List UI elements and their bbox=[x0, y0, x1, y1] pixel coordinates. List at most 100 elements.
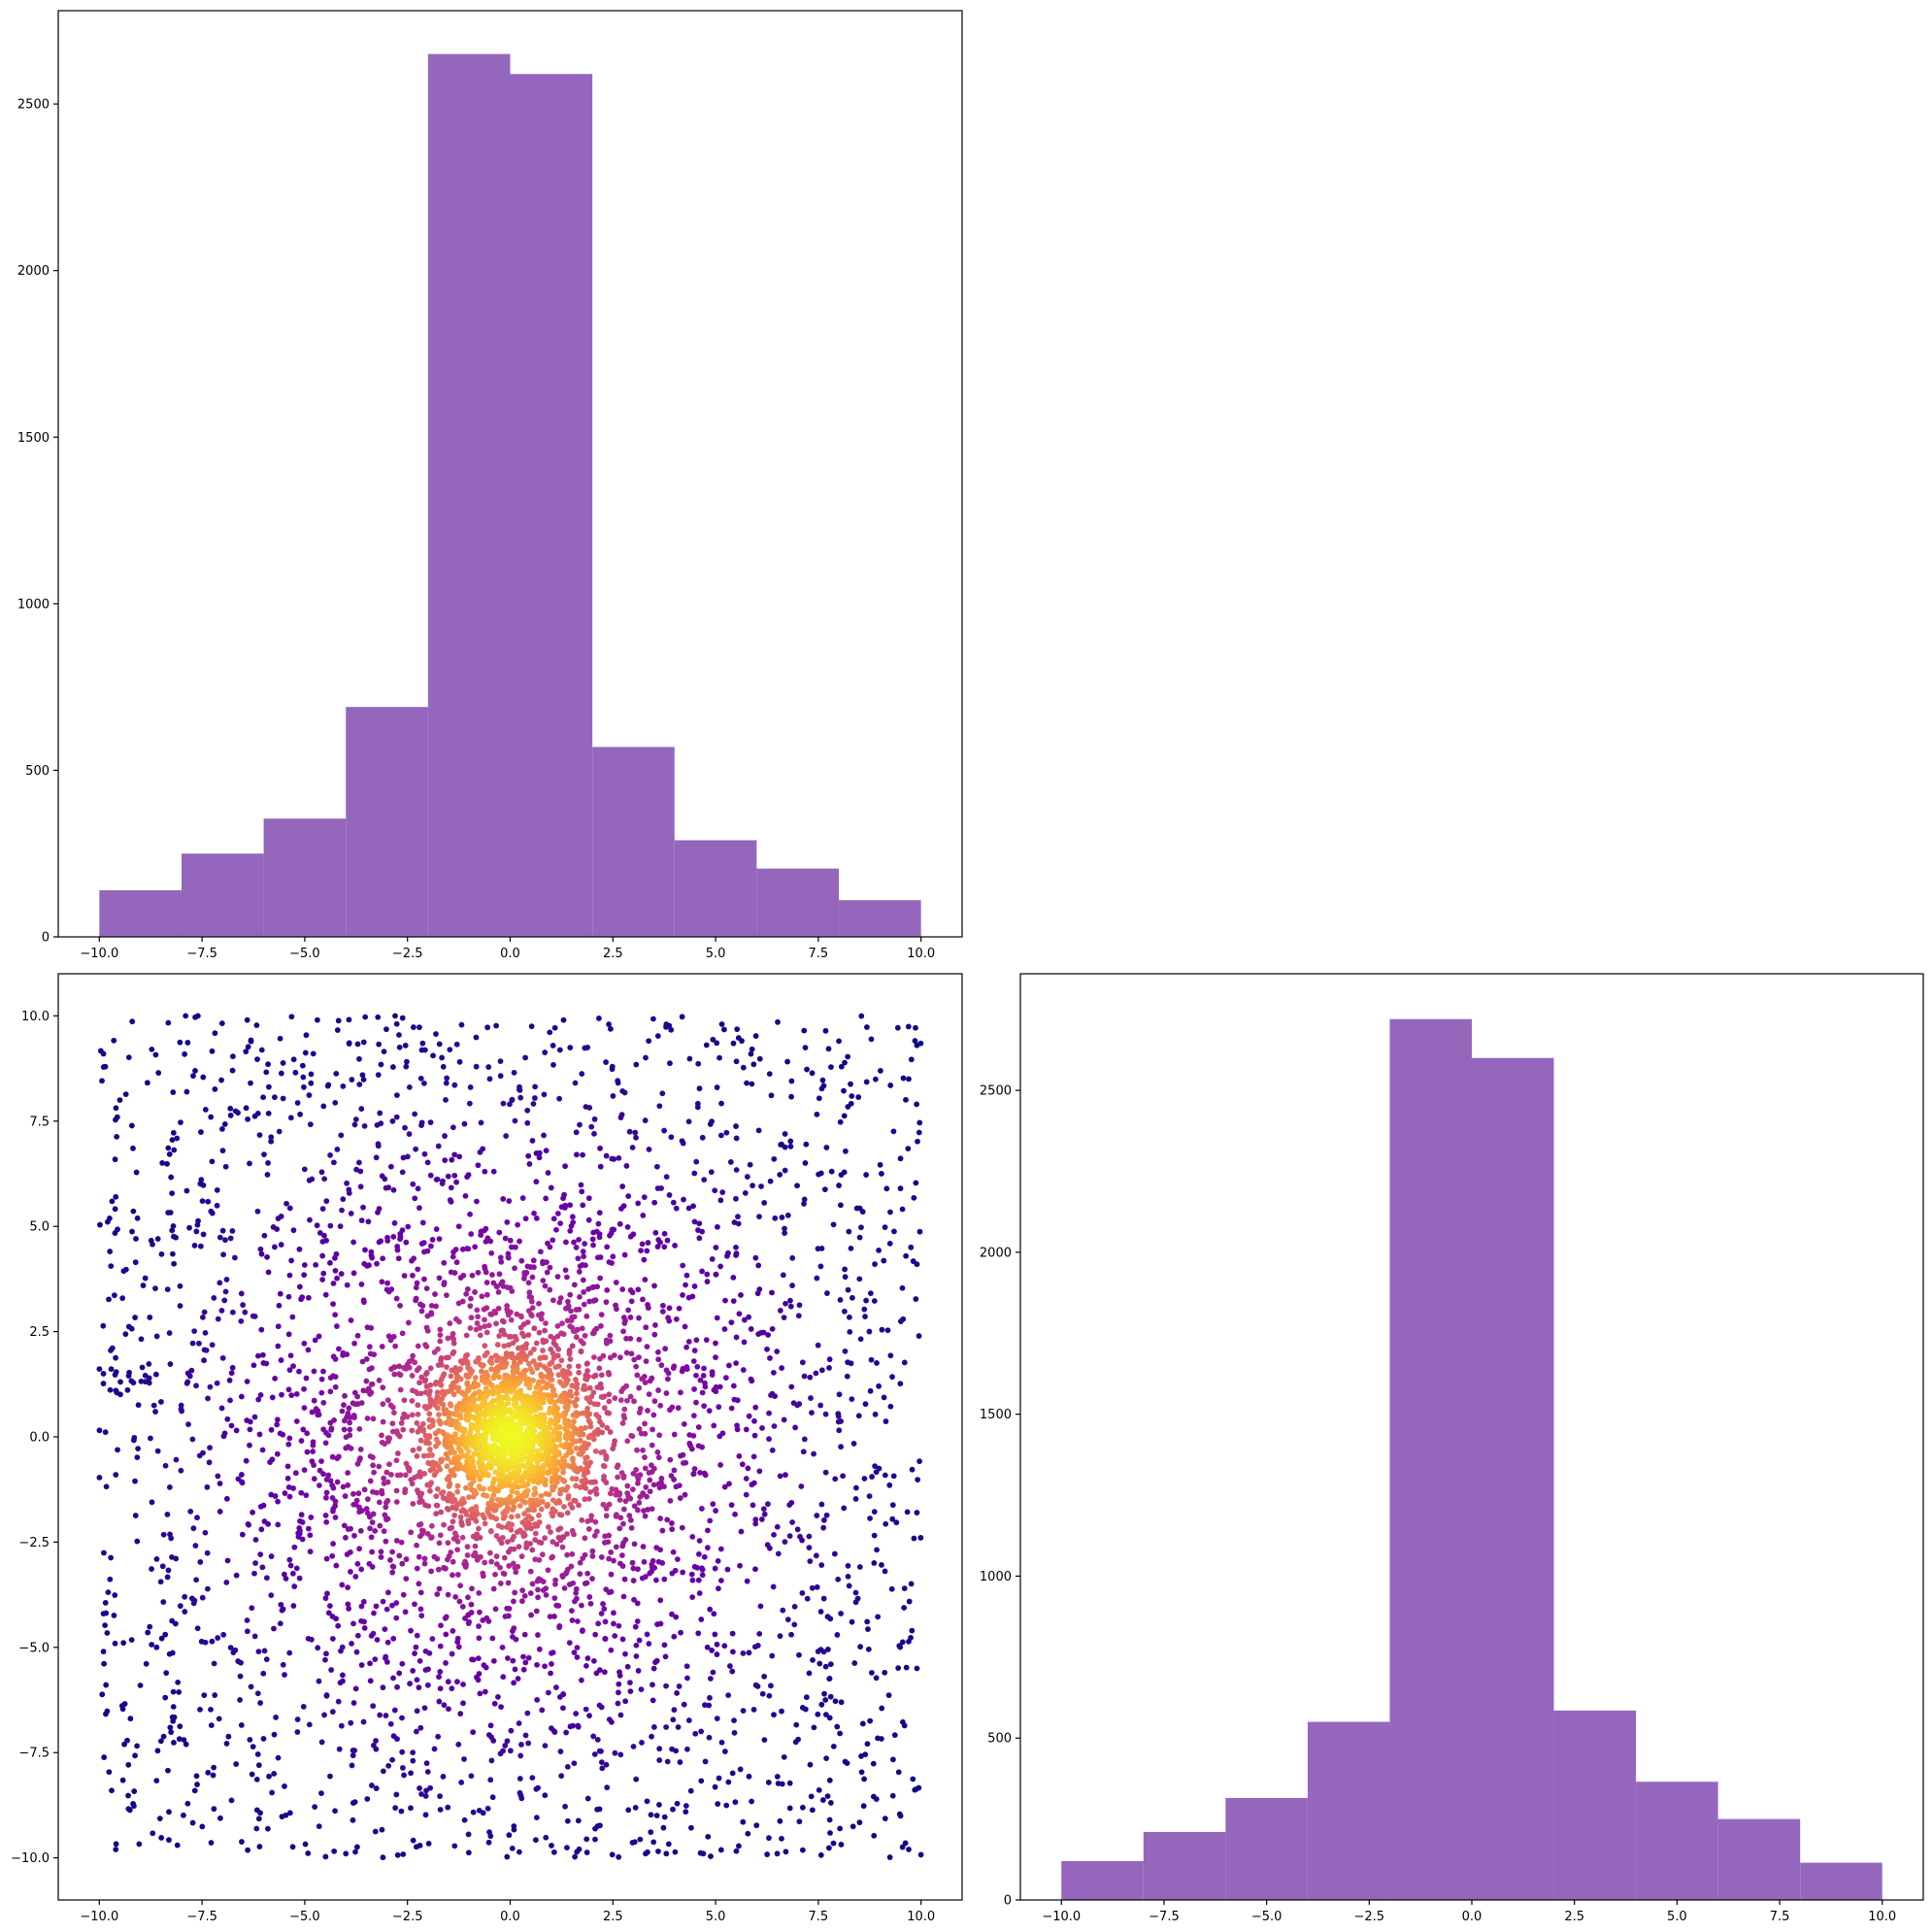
scatter-point bbox=[437, 1466, 444, 1473]
scatter-point bbox=[323, 1555, 330, 1562]
scatter-point bbox=[664, 1758, 671, 1765]
scatter-point bbox=[686, 1432, 693, 1438]
scatter-point bbox=[293, 1565, 300, 1572]
scatter-point bbox=[691, 1218, 698, 1225]
scatter-point bbox=[864, 1741, 871, 1748]
scatter-point bbox=[653, 1163, 660, 1170]
scatter-point bbox=[312, 1804, 318, 1811]
scatter-point bbox=[663, 1682, 669, 1689]
scatter-point bbox=[320, 1270, 327, 1277]
scatter-point bbox=[620, 1506, 627, 1513]
scatter-point bbox=[678, 1629, 683, 1636]
scatter-point bbox=[566, 1582, 573, 1587]
scatter-point bbox=[693, 1399, 699, 1406]
scatter-point bbox=[253, 1776, 260, 1782]
scatter-point bbox=[144, 1080, 150, 1086]
scatter-point bbox=[115, 1447, 120, 1453]
scatter-point bbox=[339, 1582, 346, 1588]
scatter-point bbox=[488, 1312, 495, 1317]
scatter-point bbox=[290, 1227, 297, 1234]
scatter-point bbox=[96, 1475, 103, 1481]
scatter-point bbox=[626, 1513, 633, 1518]
scatter-point bbox=[193, 1577, 200, 1583]
scatter-point bbox=[688, 1571, 695, 1578]
scatter-point bbox=[761, 1737, 768, 1743]
scatter-point bbox=[469, 1272, 476, 1279]
scatter-point bbox=[357, 1455, 363, 1461]
scatter-point bbox=[483, 1329, 490, 1336]
scatter-point bbox=[714, 1084, 720, 1090]
scatter-point bbox=[340, 1678, 346, 1684]
scatter-point bbox=[443, 1096, 449, 1103]
scatter-point bbox=[255, 1762, 262, 1769]
scatter-point bbox=[424, 1769, 431, 1775]
scatter-point bbox=[673, 1205, 680, 1212]
scatter-point bbox=[389, 1569, 396, 1576]
scatter-point bbox=[895, 1769, 902, 1776]
scatter-point bbox=[752, 1516, 759, 1523]
scatter-point bbox=[836, 1427, 843, 1434]
scatter-point bbox=[476, 1807, 483, 1814]
scatter-point bbox=[153, 1778, 160, 1784]
scatter-point bbox=[901, 1605, 908, 1611]
scatter-point bbox=[705, 1527, 711, 1534]
scatter-point bbox=[556, 1623, 563, 1629]
scatter-point bbox=[542, 1663, 548, 1670]
scatter-point bbox=[562, 1803, 568, 1810]
scatter-point bbox=[552, 1581, 558, 1587]
scatter-point bbox=[323, 1489, 330, 1496]
scatter-point bbox=[456, 1318, 462, 1325]
scatter-point bbox=[761, 1200, 768, 1206]
scatter-point bbox=[194, 1221, 201, 1228]
scatter-point bbox=[308, 1515, 315, 1520]
scatter-point bbox=[243, 1105, 250, 1112]
scatter-point bbox=[870, 1760, 877, 1767]
scatter-point bbox=[546, 1524, 551, 1530]
scatter-point bbox=[130, 1801, 136, 1807]
scatter-point bbox=[296, 1575, 303, 1582]
scatter-point bbox=[673, 1483, 680, 1490]
scatter-point bbox=[255, 1396, 262, 1403]
scatter-point bbox=[722, 1375, 729, 1382]
scatter-point bbox=[505, 1505, 511, 1511]
scatter-point bbox=[488, 1382, 495, 1388]
scatter-point bbox=[434, 1502, 441, 1509]
scatter-point bbox=[902, 1840, 909, 1847]
scatter-point bbox=[819, 1797, 826, 1803]
scatter-point bbox=[533, 1815, 540, 1821]
scatter-point bbox=[596, 1702, 603, 1709]
scatter-point bbox=[346, 1606, 352, 1612]
scatter-point bbox=[264, 1172, 271, 1178]
scatter-point bbox=[613, 1280, 619, 1285]
scatter-point bbox=[415, 1487, 420, 1493]
scatter-point bbox=[548, 1670, 553, 1677]
scatter-point bbox=[718, 1739, 725, 1746]
scatter-point bbox=[473, 1517, 480, 1524]
scatter-point bbox=[905, 1146, 912, 1152]
scatter-point bbox=[247, 1736, 253, 1743]
scatter-point bbox=[517, 1324, 524, 1331]
scatter-point bbox=[858, 1753, 864, 1759]
scatter-point bbox=[171, 1740, 177, 1746]
scatter-point bbox=[280, 1606, 286, 1613]
scatter-point bbox=[620, 1593, 627, 1600]
scatter-point bbox=[296, 1525, 303, 1531]
scatter-point bbox=[100, 1322, 107, 1329]
scatter-point bbox=[607, 1332, 614, 1339]
scatter-point bbox=[404, 1153, 411, 1160]
scatter-point bbox=[554, 1467, 560, 1474]
scatter-point bbox=[204, 1549, 211, 1556]
scatter-point bbox=[713, 1271, 719, 1278]
scatter-point bbox=[698, 1778, 705, 1784]
scatter-point bbox=[607, 1232, 613, 1239]
scatter-point bbox=[393, 1457, 400, 1464]
scatter-point bbox=[422, 1648, 429, 1654]
scatter-point bbox=[547, 1361, 553, 1367]
scatter-point bbox=[782, 1225, 787, 1232]
scatter-point bbox=[684, 1675, 690, 1682]
scatter-point bbox=[417, 1390, 424, 1397]
scatter-point bbox=[622, 1698, 629, 1705]
scatter-point bbox=[647, 1477, 653, 1483]
scatter-point bbox=[573, 1307, 580, 1313]
scatter-point bbox=[822, 1663, 829, 1670]
